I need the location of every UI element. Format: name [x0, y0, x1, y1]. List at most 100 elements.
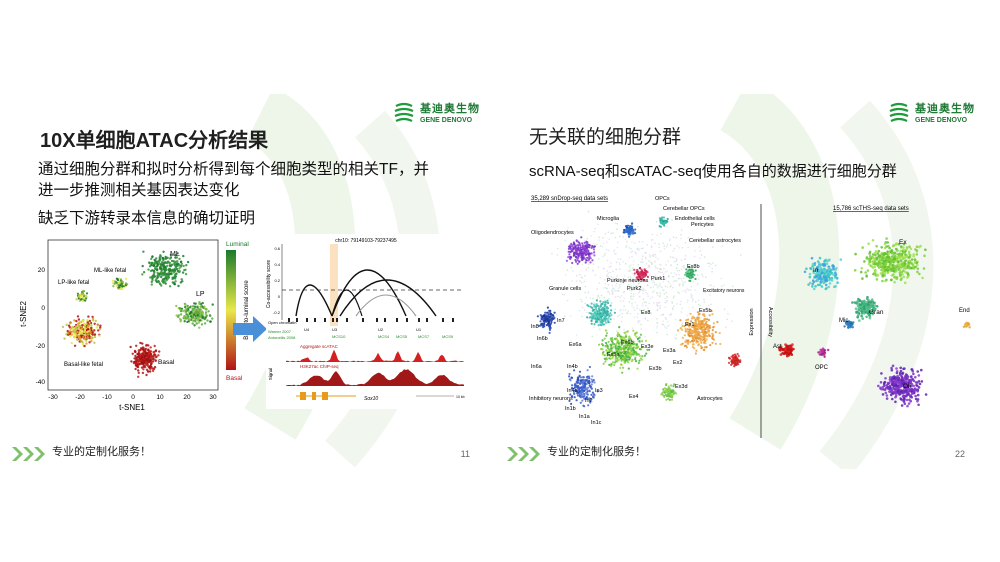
mcs9: MCS9 — [442, 334, 454, 339]
cluster-label-basal: Basal — [158, 359, 175, 366]
mcs7: MCS7 — [418, 334, 430, 339]
x-tick: -10 — [102, 394, 112, 401]
y-tick: -20 — [36, 343, 46, 350]
cluster-label: In2 — [585, 398, 593, 404]
tsne-y-label: t-SNE2 — [20, 301, 28, 327]
cluster-label-lp: LP — [196, 291, 205, 298]
body-line-1: 通过细胞分群和拟时分析得到每个细胞类型的相关TF，并 — [38, 161, 429, 178]
tsne-x-ticks: -30 -20 -10 0 10 20 30 — [48, 394, 217, 401]
y-tick: -0.2 — [273, 310, 281, 315]
cluster-label: Cerebellar astrocytes — [689, 238, 741, 244]
body-line-1: scRNA-seq和scATAC-seq使用各自的数据进行细胞分群 — [529, 163, 897, 180]
co-accessibility-track-figure: chr10: 79149103-79237495 Co-accessibilit… — [266, 234, 466, 409]
cluster-label: Oli — [903, 383, 911, 390]
y-tick: 0.4 — [274, 262, 280, 267]
cluster-label: Ex5b — [699, 308, 712, 314]
cluster-label: Purkinje neurons — [607, 278, 649, 284]
tsne-scatter-points — [61, 250, 214, 378]
cluster-label: OPC — [815, 365, 829, 371]
cluster-label-lp-like-fetal: LP-like fetal — [58, 280, 89, 286]
y-tick: 0 — [41, 305, 45, 312]
cluster-label: Pericytes — [691, 222, 714, 228]
slide-footer: 专业的定制化服务！ 11 — [10, 439, 490, 469]
x-tick: -20 — [75, 394, 85, 401]
cluster-label: In6a — [531, 364, 543, 370]
accessibility-axis-label: Accessibility — [767, 307, 773, 337]
colorbar-bottom-label: Basal — [226, 375, 243, 382]
slide-left: 基迪奥生物 GENE DENOVO 10X单细胞ATAC分析结果 通过细胞分群和… — [10, 94, 490, 469]
slide-title: 无关联的细胞分群 — [529, 127, 682, 148]
cluster-label: Ex5a — [607, 352, 620, 358]
cluster-label: Purk2 — [627, 286, 641, 292]
sndrop-scatter-points — [536, 210, 742, 408]
cluster-label: Ast — [773, 344, 782, 350]
cluster-label: Ex3e — [641, 344, 654, 350]
logo-english-name: GENE DENOVO — [420, 117, 473, 124]
cluster-label: In1b — [565, 406, 576, 412]
page-number: 22 — [954, 449, 965, 459]
y-tick: 0.6 — [274, 246, 280, 251]
y-tick: -40 — [36, 379, 46, 386]
cluster-label-ml-like-fetal: ML-like fetal — [94, 268, 126, 274]
tsne-x-label: t-SNE1 — [119, 403, 145, 412]
cluster-label-basal-like-fetal: Basal-like fetal — [64, 362, 103, 368]
cluster-label: Endothelial cells — [675, 216, 715, 222]
gene-denovo-logo-icon — [394, 102, 414, 122]
cluster-label: Ex6b — [621, 340, 634, 346]
chevrons-icon — [507, 447, 540, 461]
company-logo: 基迪奥生物 GENE DENOVO — [887, 102, 975, 126]
cluster-label: In7 — [557, 318, 565, 324]
tsne-figure: t-SNE2 t-SNE1 -30 -20 -10 0 10 20 30 20 … — [20, 239, 250, 412]
cluster-label: OPCs — [655, 196, 670, 202]
scths-scatter-points — [778, 237, 971, 408]
cluster-label: Mic — [839, 318, 848, 324]
cluster-label: In3 — [595, 388, 603, 394]
cluster-label: Inhibitory neurons — [529, 396, 573, 402]
cluster-label: Ex8b — [687, 264, 700, 270]
slide-footer: 专业的定制化服务！ 22 — [505, 439, 985, 469]
y-tick: 0.2 — [274, 278, 280, 283]
cluster-label: In8 — [531, 324, 539, 330]
body-line-3: 缺乏下游转录本信息的确切证明 — [38, 210, 256, 227]
signal-y-label: Signal — [268, 368, 273, 381]
cluster-label: Gran — [869, 309, 884, 316]
colorbar-axis-label: Basal-to-luminal score — [244, 280, 250, 340]
cluster-label: In1c — [591, 420, 602, 426]
y-tick: 20 — [38, 267, 46, 274]
element-u4: U4 — [304, 327, 310, 332]
cluster-label: Ex3a — [663, 348, 676, 354]
highlight-region — [330, 244, 338, 326]
cluster-label: Granule cells — [549, 286, 581, 292]
company-logo: 基迪奥生物 GENE DENOVO — [392, 102, 480, 126]
aggregate-scatac-label: Aggregate scATAC — [300, 344, 339, 349]
cluster-label: Ex6a — [569, 342, 582, 348]
cluster-label: In4a — [567, 388, 579, 394]
cluster-label: In — [813, 267, 819, 274]
cluster-label: In6b — [537, 336, 548, 342]
mcs10: MCS10 — [332, 334, 346, 339]
chevrons-icon — [12, 447, 45, 461]
footer-slogan: 专业的定制化服务！ — [52, 446, 151, 458]
x-tick: 20 — [183, 394, 191, 401]
gene-denovo-logo-icon — [889, 102, 909, 122]
cluster-label: Microglia — [597, 216, 620, 222]
warner-label: Warner 2007 — [268, 329, 292, 334]
colorbar-top-label: Luminal — [226, 241, 249, 248]
right-arrow-icon — [233, 316, 267, 342]
aggregate-scatac-signal — [286, 349, 464, 362]
h3k27ac-label: H3K27ac ChIP-seq — [300, 364, 339, 369]
scths-cluster-labels: Ex In End Gran Mic Ast OPC Oli — [773, 239, 970, 390]
cluster-label: Ex4 — [629, 394, 638, 400]
cluster-label: Ex3b — [649, 366, 662, 372]
cluster-label: Ex1 — [685, 322, 694, 328]
cluster-label: Ex — [899, 239, 907, 246]
element-u3: U3 — [332, 327, 338, 332]
page-number: 11 — [460, 449, 470, 459]
mcs4: MCS4 — [378, 334, 390, 339]
element-u2: U2 — [378, 327, 384, 332]
gene-label-sox10: Sox10 — [364, 396, 378, 402]
tsne-y-ticks: 20 0 -20 -40 — [36, 267, 46, 386]
cluster-label: Oligodendrocytes — [531, 230, 574, 236]
cluster-label: Ex8 — [641, 310, 650, 316]
colorbar — [226, 250, 236, 370]
